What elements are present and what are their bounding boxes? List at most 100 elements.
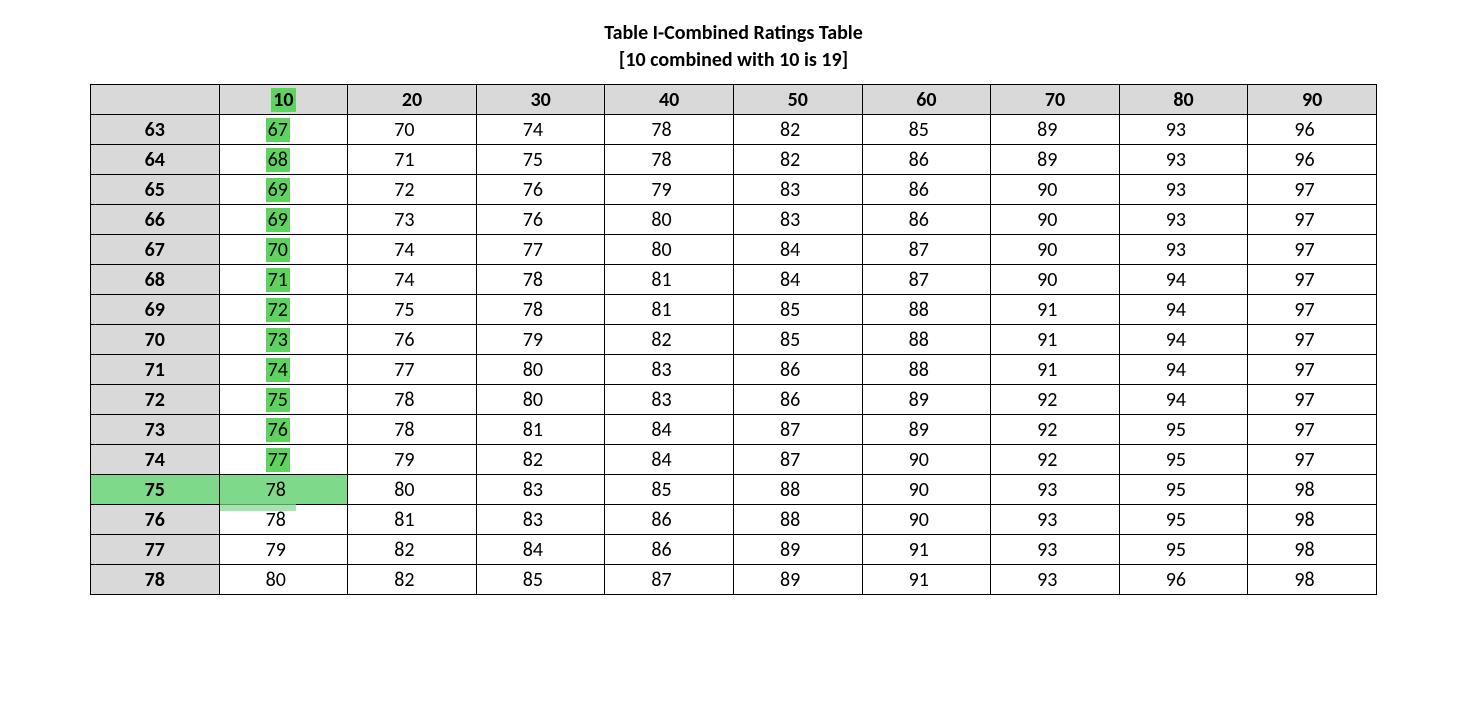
table-cell: 96 [1119,565,1248,595]
row-header: 73 [91,415,220,445]
table-cell: 83 [733,205,862,235]
table-cell: 67 [219,115,348,145]
table-cell: 97 [1248,325,1377,355]
table-cell: 79 [219,535,348,565]
table-cell: 92 [991,415,1120,445]
table-cell: 82 [348,535,477,565]
title-line-2: [10 combined with 10 is 19] [90,47,1377,74]
table-cell: 86 [605,535,734,565]
table-cell: 94 [1119,385,1248,415]
table-row: 68717478818487909497 [91,265,1377,295]
table-cell: 94 [1119,295,1248,325]
table-cell: 72 [348,175,477,205]
table-cell: 95 [1119,475,1248,505]
table-cell: 94 [1119,325,1248,355]
table-cell: 89 [862,385,991,415]
table-cell: 93 [1119,115,1248,145]
table-cell: 95 [1119,445,1248,475]
table-cell: 98 [1248,505,1377,535]
table-row: 76788183868890939598 [91,505,1377,535]
table-cell: 97 [1248,295,1377,325]
table-cell: 89 [862,415,991,445]
table-cell: 93 [1119,175,1248,205]
table-row: 69727578818588919497 [91,295,1377,325]
page-title: Table I-Combined Ratings Table [10 combi… [90,20,1377,74]
table-cell: 82 [476,445,605,475]
table-cell: 74 [476,115,605,145]
table-cell: 91 [991,295,1120,325]
cell-value: 75 [266,388,290,412]
table-cell: 70 [219,235,348,265]
table-cell: 89 [991,115,1120,145]
column-header: 50 [733,85,862,115]
combined-ratings-table: 102030405060708090 636770747882858993966… [90,84,1377,595]
row-header: 68 [91,265,220,295]
table-cell: 93 [1119,205,1248,235]
table-cell: 71 [219,265,348,295]
cell-value: 73 [266,328,290,352]
table-cell: 77 [348,355,477,385]
table-cell: 83 [733,175,862,205]
table-cell: 91 [991,355,1120,385]
table-cell: 90 [862,445,991,475]
row-header: 69 [91,295,220,325]
cell-value: 69 [266,178,290,202]
table-cell: 97 [1248,175,1377,205]
table-cell: 75 [348,295,477,325]
table-cell: 83 [476,475,605,505]
table-cell: 73 [348,205,477,235]
table-cell: 97 [1248,235,1377,265]
table-cell: 75 [476,145,605,175]
table-cell: 97 [1248,355,1377,385]
row-header: 76 [91,505,220,535]
table-cell: 89 [991,145,1120,175]
row-header: 77 [91,535,220,565]
table-cell: 97 [1248,415,1377,445]
table-cell: 78 [348,385,477,415]
table-cell: 83 [605,355,734,385]
table-row: 65697276798386909397 [91,175,1377,205]
table-cell: 81 [605,295,734,325]
table-row: 66697376808386909397 [91,205,1377,235]
table-cell: 68 [219,145,348,175]
table-cell: 76 [476,205,605,235]
table-cell: 94 [1119,355,1248,385]
table-cell: 80 [476,355,605,385]
table-cell: 82 [733,115,862,145]
table-cell: 82 [348,565,477,595]
table-cell: 82 [605,325,734,355]
table-cell: 84 [733,265,862,295]
table-row: 70737679828588919497 [91,325,1377,355]
table-cell: 74 [348,265,477,295]
table-cell: 88 [862,355,991,385]
table-cell: 90 [862,475,991,505]
table-cell: 80 [219,565,348,595]
table-cell: 76 [348,325,477,355]
table-cell: 98 [1248,565,1377,595]
cell-value: 69 [266,208,290,232]
table-cell: 88 [733,505,862,535]
table-cell: 80 [605,235,734,265]
table-cell: 89 [733,565,862,595]
table-cell: 69 [219,205,348,235]
table-row: 71747780838688919497 [91,355,1377,385]
table-cell: 87 [733,445,862,475]
table-cell: 85 [476,565,605,595]
table-cell: 88 [733,475,862,505]
table-header-row: 102030405060708090 [91,85,1377,115]
table-cell: 90 [862,505,991,535]
column-header: 10 [219,85,348,115]
column-header: 70 [991,85,1120,115]
table-cell: 82 [733,145,862,175]
table-cell: 91 [862,565,991,595]
table-cell: 80 [605,205,734,235]
table-cell: 84 [605,415,734,445]
table-row: 75788083858890939598 [91,475,1377,505]
table-cell: 87 [862,235,991,265]
table-cell: 91 [991,325,1120,355]
table-cell: 85 [733,325,862,355]
table-cell: 93 [991,565,1120,595]
table-cell: 84 [733,235,862,265]
table-cell: 76 [219,415,348,445]
table-cell: 87 [605,565,734,595]
